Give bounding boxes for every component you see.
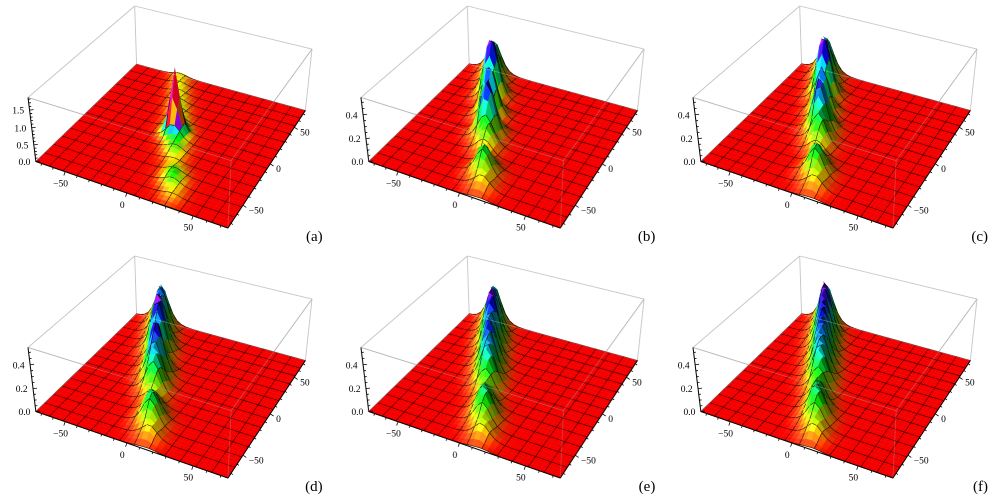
surface-plot-d [0,250,333,500]
surface-plot-a [0,0,333,250]
panel-caption-f: (f) [972,479,988,495]
surface-plot-c [665,0,998,250]
panel-e: (e) [332,250,666,500]
panel-b: (b) [332,0,666,250]
panel-caption-c: (c) [971,229,988,245]
panel-c: (c) [665,0,998,250]
panel-caption-b: (b) [637,229,656,245]
panel-f: (f) [665,250,998,500]
panel-caption-a: (a) [306,229,323,245]
surface-plot-f [665,250,998,500]
panel-d: (d) [0,250,333,500]
panel-caption-d: (d) [305,479,323,495]
panel-caption-e: (e) [638,479,656,495]
surface-plot-e [332,250,666,500]
surface-plot-b [332,0,666,250]
panel-a: (a) [0,0,333,250]
